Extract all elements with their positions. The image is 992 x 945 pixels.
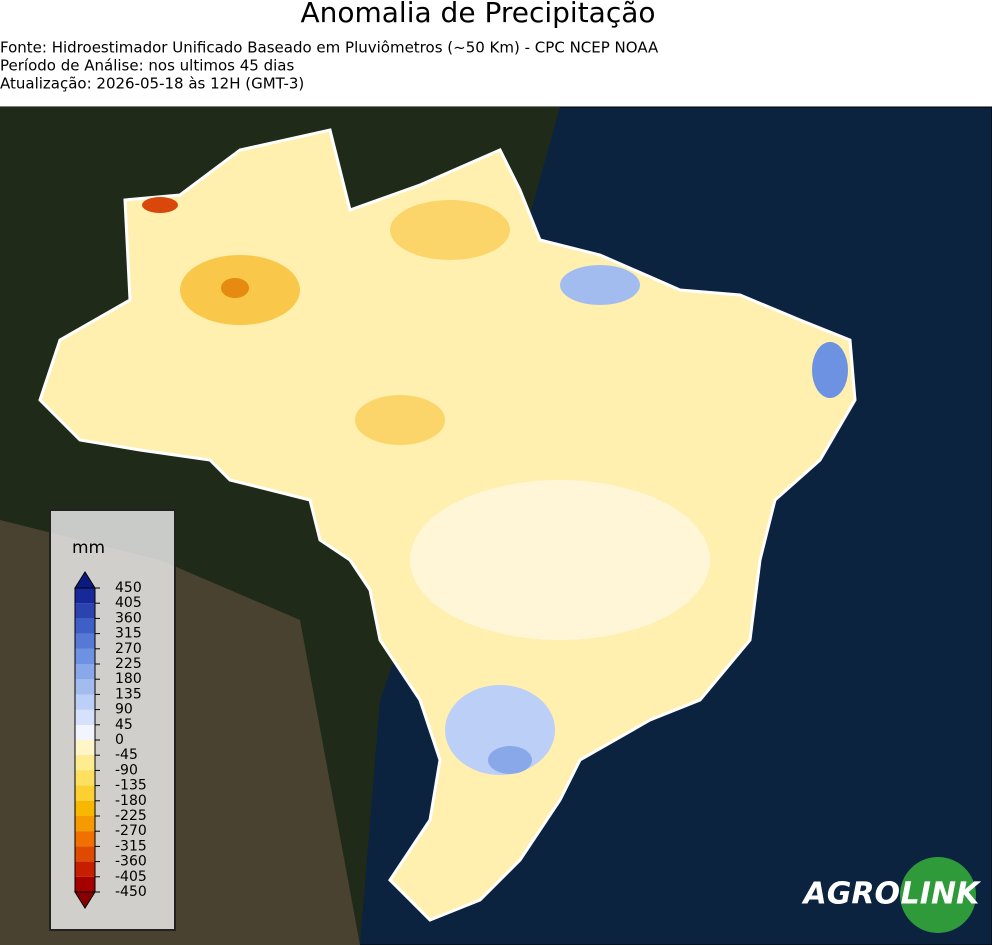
tick-label: 0 xyxy=(115,732,124,748)
colorbar-band xyxy=(75,831,95,847)
colorbar-band xyxy=(75,633,95,649)
colorbar-band xyxy=(75,800,95,816)
tick-label: 270 xyxy=(115,641,142,657)
colorbar-band xyxy=(75,679,95,695)
tick-label: 180 xyxy=(115,671,142,687)
tick-label: 450 xyxy=(115,580,142,596)
anomaly-area xyxy=(812,342,848,398)
legend-box xyxy=(49,509,176,931)
tick-label: -180 xyxy=(115,793,147,809)
subtitle: Atualização: 2026-05-18 às 12H (GMT-3) xyxy=(0,75,304,93)
colorbar-panel: mm xyxy=(49,509,176,931)
colorbar-band xyxy=(75,846,95,862)
colorbar-band xyxy=(75,648,95,664)
colorbar-band xyxy=(75,664,95,680)
tick-label: 225 xyxy=(115,656,142,672)
title: Anomalia de Precipitação xyxy=(300,0,655,29)
anomaly-area xyxy=(355,395,445,445)
colorbar-band xyxy=(75,588,95,604)
colorbar-band xyxy=(75,816,95,832)
colorbar-band xyxy=(75,694,95,710)
colorbar-band xyxy=(75,603,95,619)
tick-label: -315 xyxy=(115,838,147,854)
tick-label: -90 xyxy=(115,762,138,778)
logo-text: AGRO xyxy=(802,877,900,912)
tick-label: -270 xyxy=(115,823,147,839)
tick-label: -45 xyxy=(115,747,138,763)
colorbar-band xyxy=(75,709,95,725)
colorbar-band xyxy=(75,618,95,634)
colorbar-band xyxy=(75,724,95,740)
tick-label: 90 xyxy=(115,702,133,718)
logo-text: LINK xyxy=(901,877,982,912)
tick-label: -450 xyxy=(115,884,147,900)
tick-label: 360 xyxy=(115,610,142,626)
tick-label: -225 xyxy=(115,808,147,824)
anomaly-area xyxy=(221,278,249,298)
colorbar-band xyxy=(75,770,95,786)
anomaly-area xyxy=(488,746,532,774)
colorbar-band xyxy=(75,876,95,892)
anomaly-area xyxy=(560,265,640,305)
colorbar-band xyxy=(75,861,95,877)
tick-label: 135 xyxy=(115,686,142,702)
colorbar-band xyxy=(75,740,95,756)
legend-unit: mm xyxy=(72,538,105,558)
colorbar-band xyxy=(75,785,95,801)
logo-circle xyxy=(900,857,976,933)
tick-label: 45 xyxy=(115,717,133,733)
tick-label: -360 xyxy=(115,854,147,870)
colorbar-band xyxy=(75,755,95,771)
tick-label: 315 xyxy=(115,626,142,642)
anomaly-area xyxy=(410,480,710,640)
tick-label: -135 xyxy=(115,778,147,794)
subtitle: Fonte: Hidroestimador Unificado Baseado … xyxy=(0,39,659,57)
tick-label: -405 xyxy=(115,869,147,885)
anomaly-area xyxy=(142,197,178,213)
logo: AGRO LINK xyxy=(802,857,982,933)
anomaly-area xyxy=(390,200,510,260)
subtitle: Período de Análise: nos ultimos 45 dias xyxy=(0,57,294,75)
tick-label: 405 xyxy=(115,595,142,611)
